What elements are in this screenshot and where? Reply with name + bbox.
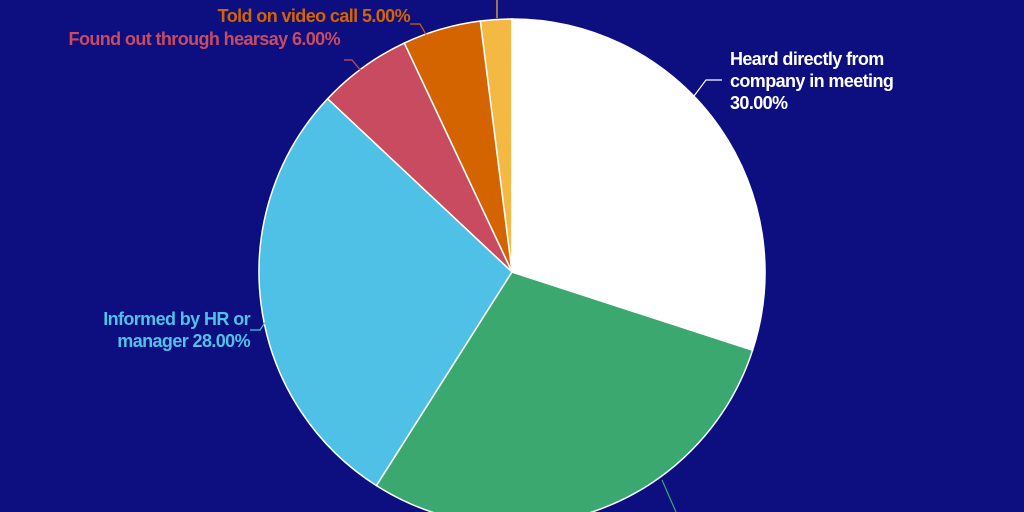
pie-slice — [511, 18, 766, 352]
slice-label: Told on video call 5.00% — [100, 5, 411, 27]
category-label: Told on video call — [217, 6, 358, 26]
category-label: Found out through hearsay — [68, 29, 289, 49]
pie-slice — [375, 271, 754, 512]
leader-line — [250, 317, 269, 331]
value-label: 6.00% — [291, 29, 341, 49]
slice-label: Informed by HR or manager 28.00% — [60, 308, 250, 352]
category-label: Informed by HR or manager — [103, 309, 250, 351]
value-label: 5.00% — [361, 6, 411, 26]
leader-line — [410, 23, 429, 39]
slice-label: Heard directly from company in meeting 3… — [730, 48, 940, 114]
leader-line — [661, 479, 677, 512]
value-label: 28.00% — [192, 331, 251, 351]
leader-line — [693, 79, 722, 97]
slice-label: Found out through hearsay 6.00% — [60, 28, 341, 50]
value-label: 30.00% — [730, 93, 788, 113]
category-label: Heard directly from company in meeting — [730, 49, 894, 91]
pie-slice — [258, 97, 513, 487]
leader-line — [344, 59, 363, 73]
